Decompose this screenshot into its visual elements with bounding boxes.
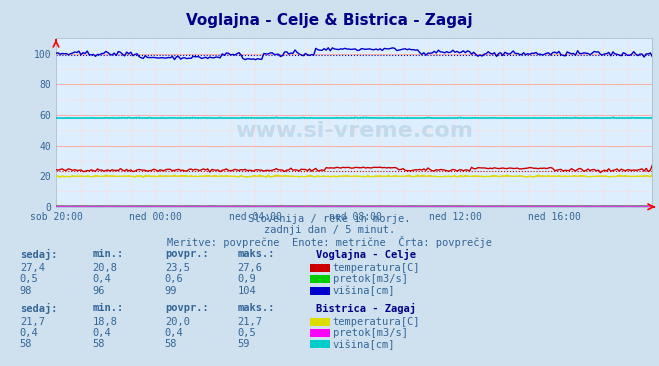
Text: Voglajna - Celje: Voglajna - Celje xyxy=(316,249,416,260)
Text: 99: 99 xyxy=(165,285,177,296)
Text: sedaj:: sedaj: xyxy=(20,249,57,260)
Text: Bistrica - Zagaj: Bistrica - Zagaj xyxy=(316,303,416,314)
Text: Voglajna - Celje & Bistrica - Zagaj: Voglajna - Celje & Bistrica - Zagaj xyxy=(186,13,473,28)
Text: Slovenija / reke in morje.: Slovenija / reke in morje. xyxy=(248,214,411,224)
Text: višina[cm]: višina[cm] xyxy=(333,285,395,296)
Text: min.:: min.: xyxy=(92,303,123,313)
Text: 58: 58 xyxy=(92,339,105,350)
Text: 58: 58 xyxy=(20,339,32,350)
Text: povpr.:: povpr.: xyxy=(165,303,208,313)
Text: 58: 58 xyxy=(165,339,177,350)
Text: temperatura[C]: temperatura[C] xyxy=(333,263,420,273)
Text: 59: 59 xyxy=(237,339,250,350)
Text: 0,4: 0,4 xyxy=(92,328,111,338)
Text: sedaj:: sedaj: xyxy=(20,303,57,314)
Text: 0,9: 0,9 xyxy=(237,274,256,284)
Text: 23,5: 23,5 xyxy=(165,263,190,273)
Text: www.si-vreme.com: www.si-vreme.com xyxy=(235,121,473,141)
Text: 27,4: 27,4 xyxy=(20,263,45,273)
Text: 0,4: 0,4 xyxy=(165,328,183,338)
Text: maks.:: maks.: xyxy=(237,249,275,259)
Text: 0,4: 0,4 xyxy=(20,328,38,338)
Text: zadnji dan / 5 minut.: zadnji dan / 5 minut. xyxy=(264,225,395,235)
Text: pretok[m3/s]: pretok[m3/s] xyxy=(333,274,408,284)
Text: 0,5: 0,5 xyxy=(20,274,38,284)
Text: 96: 96 xyxy=(92,285,105,296)
Text: 27,6: 27,6 xyxy=(237,263,262,273)
Text: 0,5: 0,5 xyxy=(237,328,256,338)
Text: 18,8: 18,8 xyxy=(92,317,117,327)
Text: maks.:: maks.: xyxy=(237,303,275,313)
Text: povpr.:: povpr.: xyxy=(165,249,208,259)
Text: višina[cm]: višina[cm] xyxy=(333,339,395,350)
Text: min.:: min.: xyxy=(92,249,123,259)
Text: 21,7: 21,7 xyxy=(20,317,45,327)
Text: 0,6: 0,6 xyxy=(165,274,183,284)
Text: 0,4: 0,4 xyxy=(92,274,111,284)
Text: 20,0: 20,0 xyxy=(165,317,190,327)
Text: 21,7: 21,7 xyxy=(237,317,262,327)
Text: 98: 98 xyxy=(20,285,32,296)
Text: pretok[m3/s]: pretok[m3/s] xyxy=(333,328,408,338)
Text: 20,8: 20,8 xyxy=(92,263,117,273)
Text: temperatura[C]: temperatura[C] xyxy=(333,317,420,327)
Text: 104: 104 xyxy=(237,285,256,296)
Text: Meritve: povprečne  Enote: metrične  Črta: povprečje: Meritve: povprečne Enote: metrične Črta:… xyxy=(167,236,492,248)
